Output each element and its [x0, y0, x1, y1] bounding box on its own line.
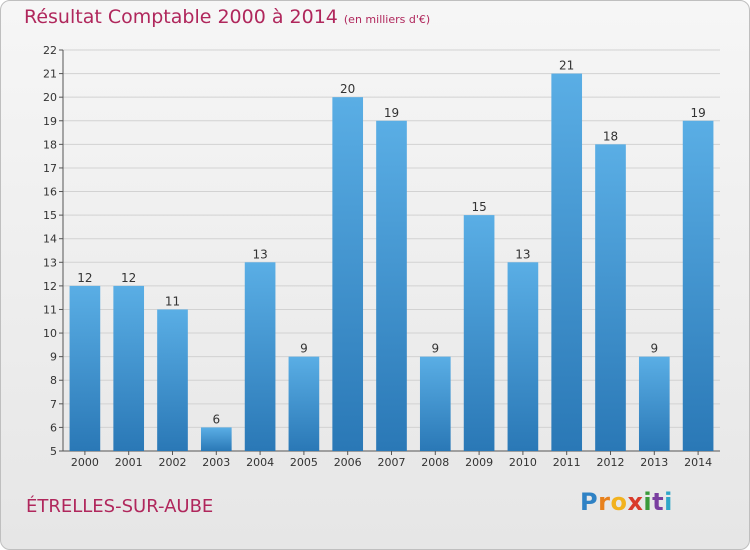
bar-2000: [69, 285, 101, 451]
data-label-2009: 15: [471, 200, 486, 214]
bar-2003: [200, 427, 232, 451]
y-tick-label: 11: [43, 303, 57, 316]
bar-2013: [638, 356, 670, 451]
data-label-2007: 19: [384, 106, 399, 120]
data-label-2005: 9: [300, 342, 308, 356]
y-tick-label: 20: [43, 91, 57, 104]
bar-2011: [551, 73, 583, 452]
y-tick-label: 13: [43, 256, 57, 269]
y-tick-label: 5: [50, 445, 57, 458]
x-tick-label-2002: 2002: [159, 456, 187, 469]
logo-letter: t: [652, 488, 665, 516]
x-tick-label-2009: 2009: [465, 456, 493, 469]
y-tick-label: 21: [43, 68, 57, 81]
bar-2004: [244, 262, 276, 451]
axis-layer: 5 6 7 8 9 10 11 12 13 14 15 16 17 18 19 20 21 22 2000 2001 2…: [43, 44, 720, 469]
bar-2002: [157, 309, 188, 451]
data-label-2003: 6: [212, 412, 220, 426]
data-label-2008: 9: [431, 342, 439, 356]
bar-2005: [288, 356, 320, 451]
y-tick-label: 8: [50, 374, 57, 387]
x-tick-label-2006: 2006: [334, 456, 362, 469]
x-tick-label-2005: 2005: [290, 456, 318, 469]
y-tick-label: 18: [43, 138, 57, 151]
bar-2007: [376, 120, 407, 451]
x-tick-label-2013: 2013: [640, 456, 668, 469]
y-tick-label: 19: [43, 115, 57, 128]
logo-letter: P: [580, 488, 599, 516]
label-layer: 12 12 11 6 13 9 20 19 9 15 13 21 18 9 19: [77, 59, 705, 427]
data-label-2012: 18: [603, 129, 618, 143]
y-tick-label: 17: [43, 162, 57, 175]
bar-layer: [69, 73, 714, 452]
x-tick-label-2003: 2003: [202, 456, 230, 469]
data-label-2014: 19: [690, 106, 705, 120]
x-tick-label-2007: 2007: [378, 456, 406, 469]
data-label-2004: 13: [252, 247, 267, 261]
logo-letter: x: [627, 488, 644, 516]
data-label-2000: 12: [77, 271, 92, 285]
commune-name: ÉTRELLES-SUR-AUBE: [26, 496, 214, 517]
y-tick-label: 9: [50, 351, 57, 364]
x-tick-label-2014: 2014: [684, 456, 712, 469]
bar-2010: [507, 262, 539, 451]
data-label-2010: 13: [515, 247, 530, 261]
bar-2014: [682, 120, 714, 451]
x-tick-label-2001: 2001: [115, 456, 143, 469]
bar-2006: [332, 97, 364, 452]
x-tick-label-2011: 2011: [553, 456, 581, 469]
y-tick-label: 14: [43, 233, 57, 246]
proxiti-logo[interactable]: Proxiti: [580, 488, 673, 516]
chart-title: Résultat Comptable 2000 à 2014 (en millie…: [24, 6, 430, 28]
y-tick-label: 10: [43, 327, 57, 340]
data-label-2006: 20: [340, 82, 355, 96]
y-tick-label: 15: [43, 209, 57, 222]
logo-letter: o: [610, 488, 628, 516]
data-label-2001: 12: [121, 271, 136, 285]
bar-2012: [595, 144, 626, 451]
y-tick-label: 6: [50, 421, 57, 434]
bar-2008: [419, 356, 451, 451]
logo-letter: i: [664, 488, 673, 516]
x-tick-label-2004: 2004: [246, 456, 274, 469]
data-label-2011: 21: [559, 59, 574, 73]
x-tick-label-2010: 2010: [509, 456, 537, 469]
data-label-2013: 9: [650, 342, 658, 356]
data-label-2002: 11: [165, 294, 180, 308]
x-tick-label-2012: 2012: [597, 456, 625, 469]
y-tick-label: 12: [43, 280, 57, 293]
logo-letter: i: [643, 488, 653, 516]
bar-2009: [463, 215, 495, 451]
y-tick-label: 7: [50, 398, 57, 411]
chart-subtitle: (en milliers d'€): [343, 13, 431, 26]
x-tick-label-2008: 2008: [421, 456, 449, 469]
bar-2001: [113, 285, 145, 451]
logo-letter: r: [598, 488, 611, 516]
y-tick-label: 22: [43, 44, 57, 57]
chart-title-text: Résultat Comptable 2000 à 2014: [24, 6, 338, 28]
y-tick-label: 16: [43, 186, 57, 199]
x-tick-label-2000: 2000: [71, 456, 99, 469]
